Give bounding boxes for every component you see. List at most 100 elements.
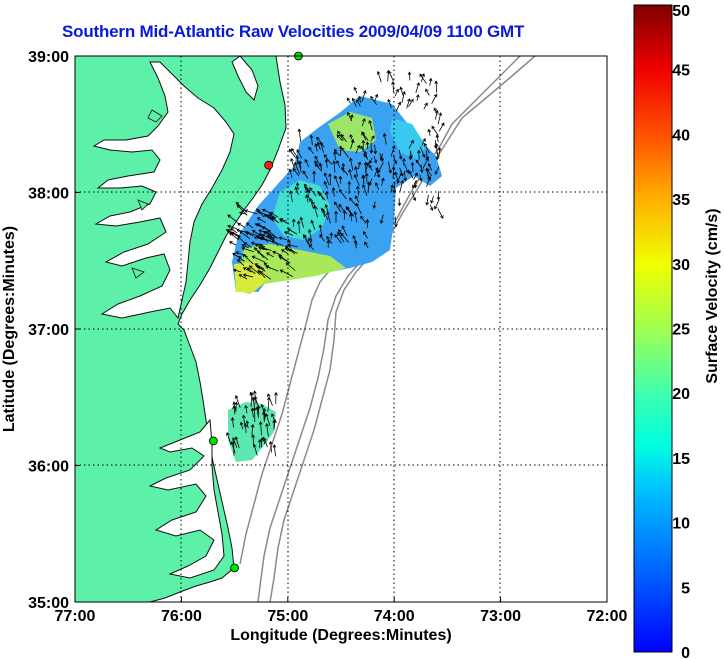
velocity-arrow — [361, 139, 366, 150]
velocity-arrow — [265, 423, 269, 437]
velocity-arrow — [375, 167, 381, 178]
velocity-arrow — [313, 205, 318, 218]
velocity-arrow — [230, 441, 236, 454]
chesapeake-bay — [92, 61, 235, 320]
colorbar-tick-label: 0 — [681, 645, 690, 659]
velocity-arrow — [403, 171, 408, 182]
velocity-arrow — [341, 147, 349, 158]
velocity-arrow — [429, 204, 434, 211]
velocity-arrow — [296, 220, 301, 234]
velocity-arrow — [363, 150, 368, 159]
velocity-arrow — [422, 157, 429, 169]
velocity-arrow — [271, 240, 284, 246]
velocity-arrow — [408, 170, 414, 179]
colorbar-tick-label: 50 — [672, 3, 690, 20]
velocity-arrow — [387, 161, 393, 174]
velocity-arrow — [253, 235, 267, 241]
velocity-arrows — [225, 69, 445, 457]
velocity-arrow — [316, 141, 321, 151]
velocity-arrow — [349, 157, 354, 171]
velocity-arrow — [308, 244, 314, 251]
bay-islands — [131, 109, 163, 279]
velocity-arrow — [324, 191, 329, 199]
y-tick-label: 37:00 — [28, 322, 69, 339]
velocity-arrow — [266, 252, 274, 258]
velocity-arrow — [390, 145, 396, 157]
velocity-arrow — [379, 152, 384, 162]
velocity-arrow — [374, 93, 379, 102]
velocity-arrow — [296, 149, 303, 159]
velocity-arrow — [331, 187, 336, 197]
velocity-arrow — [326, 211, 331, 224]
velocity-arrow — [334, 210, 338, 223]
velocity-arrow — [334, 201, 342, 213]
velocity-arrow — [333, 175, 340, 188]
velocity-arrow — [324, 203, 329, 213]
velocity-arrow — [368, 164, 373, 171]
velocity-arrow — [261, 208, 272, 214]
velocity-arrow — [403, 163, 409, 174]
velocity-arrow — [309, 197, 314, 209]
velocity-arrow — [401, 90, 406, 104]
velocity-arrow — [415, 82, 420, 94]
velocity-arrow — [342, 209, 347, 220]
velocity-arrow — [436, 191, 441, 201]
colorbar-ticks: 0 5 10 15 20 25 30 35 40 45 50 — [672, 3, 690, 659]
velocity-arrow — [341, 162, 346, 173]
velocity-arrow — [258, 421, 263, 436]
velocity-arrow — [257, 266, 265, 272]
velocity-arrow — [244, 404, 249, 414]
colorbar — [633, 4, 673, 653]
velocity-arrow — [435, 134, 440, 143]
velocity-arrow — [288, 248, 298, 254]
velocity-arrow — [354, 195, 360, 203]
velocity-arrow — [259, 437, 264, 448]
velocity-arrow — [421, 73, 425, 83]
velocity-arrow — [353, 211, 358, 223]
velocity-arrow — [312, 170, 316, 183]
velocity-arrow — [310, 219, 316, 231]
velocity-arrow — [360, 145, 365, 152]
velocity-arrow — [283, 231, 294, 236]
velocity-arrow — [427, 163, 433, 171]
velocity-arrow — [278, 255, 291, 264]
velocity-arrow — [361, 174, 366, 184]
velocity-arrow — [356, 185, 360, 196]
velocity-arrow — [431, 93, 438, 104]
x-tick-label: 77:00 — [55, 608, 96, 625]
velocity-arrow — [295, 182, 300, 190]
velocity-arrow — [309, 187, 317, 197]
velocity-arrow — [336, 160, 341, 169]
velocity-arrow — [260, 403, 266, 417]
velocity-arrow — [412, 192, 417, 202]
velocity-arrow — [338, 175, 343, 184]
velocity-arrow — [365, 141, 370, 150]
velocity-arrow — [268, 440, 273, 453]
velocity-arrow — [303, 234, 309, 245]
velocity-arrow — [253, 247, 264, 258]
velocity-arrow — [308, 146, 314, 154]
velocity-arrow — [326, 236, 333, 244]
velocity-arrow — [235, 201, 247, 213]
x-tick-label: 75:00 — [267, 608, 308, 625]
velocity-arrow — [259, 271, 272, 280]
velocity-arrow — [246, 222, 254, 229]
velocity-arrow — [251, 434, 256, 446]
velocity-arrow — [347, 111, 353, 121]
velocity-arrow — [427, 128, 432, 136]
velocity-arrow — [232, 252, 245, 262]
y-tick-label: 36:00 — [28, 459, 69, 476]
velocity-arrow — [341, 225, 348, 237]
velocity-arrow — [241, 414, 246, 425]
velocity-arrow — [234, 401, 239, 413]
velocity-arrow — [232, 437, 238, 448]
colorbar-tick-label: 35 — [672, 192, 690, 209]
velocity-arrow — [245, 420, 250, 429]
delaware-bay — [231, 56, 259, 101]
velocity-arrow — [399, 179, 405, 193]
velocity-arrow — [368, 119, 373, 131]
velocity-arrow — [372, 201, 377, 209]
velocity-arrow — [437, 208, 444, 219]
velocity-arrow — [370, 135, 375, 142]
